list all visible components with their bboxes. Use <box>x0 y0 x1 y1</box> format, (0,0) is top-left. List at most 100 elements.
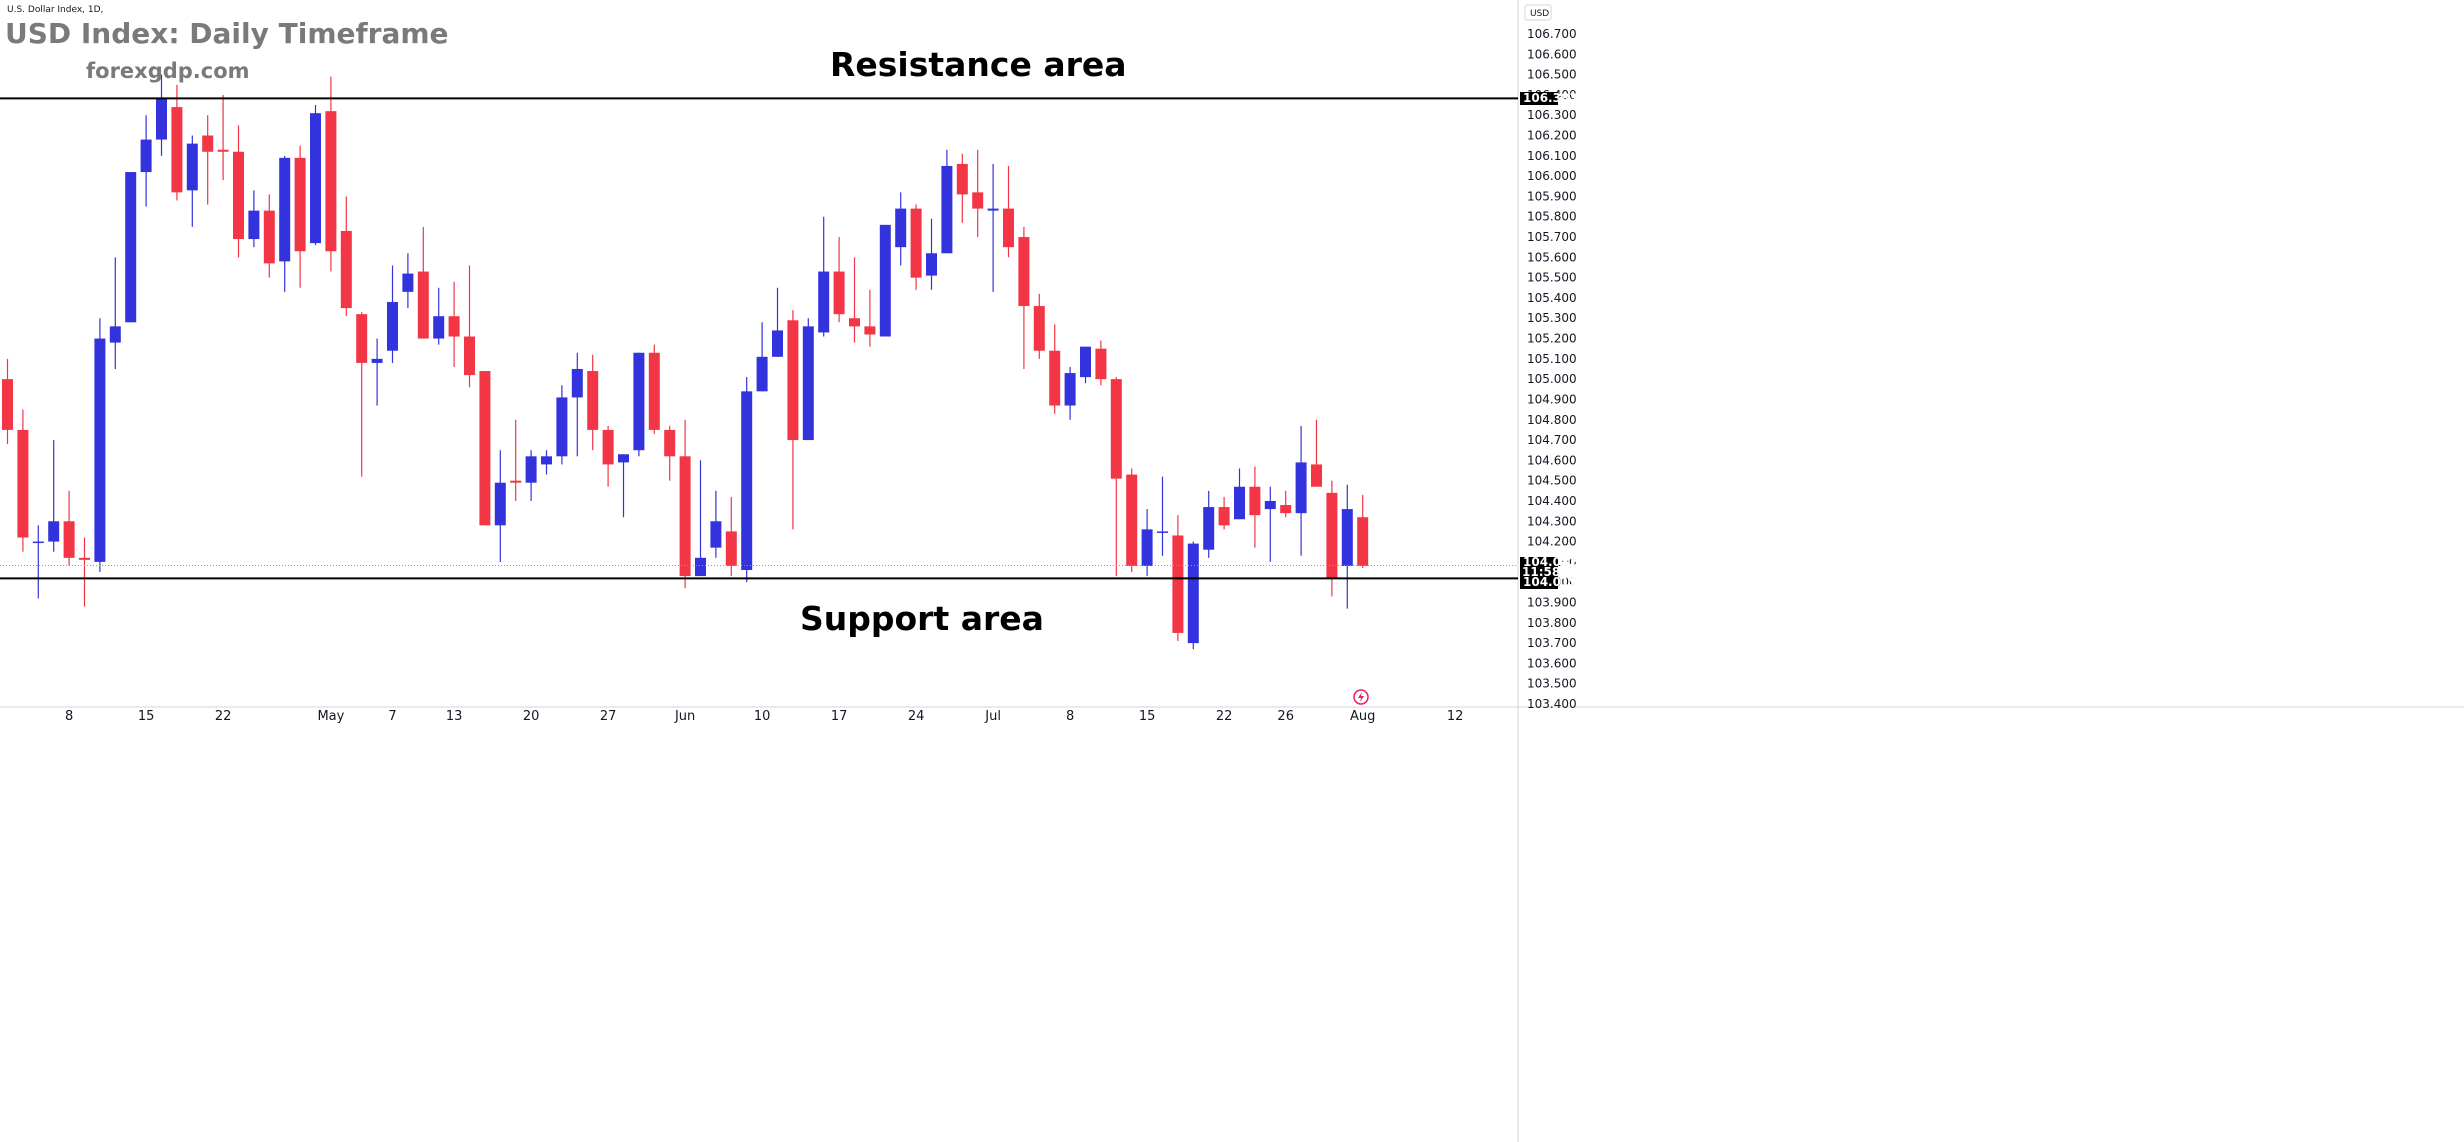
candle-body <box>1141 529 1153 566</box>
candle <box>972 149 984 238</box>
candle <box>79 537 90 607</box>
candle-body <box>510 480 522 483</box>
candle <box>879 224 891 337</box>
candle-body <box>1003 208 1014 248</box>
candle <box>263 194 275 278</box>
candle <box>294 145 306 288</box>
price-axis[interactable]: 103.400 103.500 103.600 103.700 103.800 103.9… <box>1527 27 1577 711</box>
candle-body <box>648 352 660 430</box>
candle <box>1187 541 1199 650</box>
candle <box>279 155 291 292</box>
candle-body <box>833 271 845 315</box>
candle-body <box>387 302 398 351</box>
support-price-label: 104.019 <box>1523 575 1578 589</box>
candle-body <box>1341 509 1353 566</box>
candle <box>571 352 583 457</box>
candle <box>48 440 60 552</box>
candle-body <box>186 143 198 191</box>
x-tick-label: 22 <box>215 709 232 724</box>
candle <box>448 281 460 367</box>
candle <box>1264 486 1276 562</box>
chart-title: USD Index: Daily Timeframe <box>5 17 449 50</box>
candle-body <box>340 230 352 309</box>
candle <box>926 218 937 290</box>
candle-body <box>618 454 629 463</box>
candle-body <box>1126 474 1138 566</box>
candle-body <box>910 208 922 278</box>
candle <box>1295 425 1307 556</box>
candle-body <box>787 320 799 441</box>
candle <box>94 318 106 573</box>
y-tick-label: 103.600 <box>1527 656 1577 670</box>
candle-body <box>772 330 783 357</box>
candle-body <box>94 338 106 562</box>
y-tick-label: 106.000 <box>1527 169 1577 183</box>
currency-box[interactable] <box>1524 4 1552 21</box>
candle-body <box>987 208 999 211</box>
y-tick-label: 104.200 <box>1527 535 1577 549</box>
candle-body <box>1326 492 1338 579</box>
candle-body <box>864 326 876 335</box>
candle <box>1249 466 1261 548</box>
candle <box>109 257 121 369</box>
candle <box>186 135 198 227</box>
candle <box>371 338 383 406</box>
candle <box>217 94 229 181</box>
candle-body <box>602 429 614 465</box>
x-tick-label: 24 <box>908 709 925 724</box>
candle-body <box>710 521 722 548</box>
support-annotation: Support area <box>800 599 1044 638</box>
candle <box>464 265 475 388</box>
candle-body <box>310 113 321 244</box>
x-tick-label: Aug <box>1350 709 1375 724</box>
candle-body <box>494 482 506 526</box>
candle <box>202 115 214 205</box>
resistance-price-label: 106.383 <box>1523 91 1578 105</box>
symbol-info: U.S. Dollar Index, 1D, <box>7 5 103 15</box>
candle-body <box>202 135 214 152</box>
candle-body <box>1049 350 1061 406</box>
candle-body <box>695 557 706 577</box>
candle <box>1080 346 1091 384</box>
candle-body <box>1110 379 1122 479</box>
candle-body <box>1249 486 1261 516</box>
candle-body <box>140 139 152 173</box>
lightning-icon[interactable] <box>1353 689 1369 705</box>
candle <box>648 344 660 434</box>
candle <box>1157 476 1168 556</box>
candle-body <box>1357 517 1369 566</box>
candle <box>32 525 44 599</box>
candle-body <box>417 271 429 339</box>
candle <box>1064 366 1076 420</box>
time-axis[interactable]: 8 15 22 May 7 13 20 27 Jun 10 17 24 Jul 8 15 22 26 Aug 12 <box>65 709 1463 724</box>
candle-body <box>2 379 13 430</box>
y-tick-label: 105.200 <box>1527 332 1577 346</box>
candle <box>233 125 244 258</box>
candle <box>710 490 722 558</box>
candle-body <box>818 271 830 333</box>
y-tick-label: 104.300 <box>1527 514 1577 528</box>
candle-body <box>541 456 552 465</box>
y-tick-label: 106.600 <box>1527 47 1577 61</box>
candle <box>618 454 629 518</box>
countdown-label: 11:58:08 <box>1522 565 1582 579</box>
candle <box>1126 468 1138 573</box>
x-tick-label: 13 <box>446 709 463 724</box>
candle <box>541 450 552 475</box>
candle <box>494 450 506 562</box>
candle-body <box>294 157 306 252</box>
candle <box>1203 490 1215 558</box>
y-tick-label: 103.500 <box>1527 677 1577 691</box>
x-tick-label: 20 <box>523 709 540 724</box>
candle <box>941 149 953 254</box>
y-tick-label: 105.100 <box>1527 352 1577 366</box>
x-tick-label: 17 <box>831 709 848 724</box>
candle <box>479 371 491 526</box>
candle-body <box>1172 535 1184 633</box>
candle-body <box>1280 505 1292 514</box>
candle-body <box>356 314 368 363</box>
candle <box>1110 377 1122 577</box>
y-tick-label: 103.800 <box>1527 616 1577 630</box>
